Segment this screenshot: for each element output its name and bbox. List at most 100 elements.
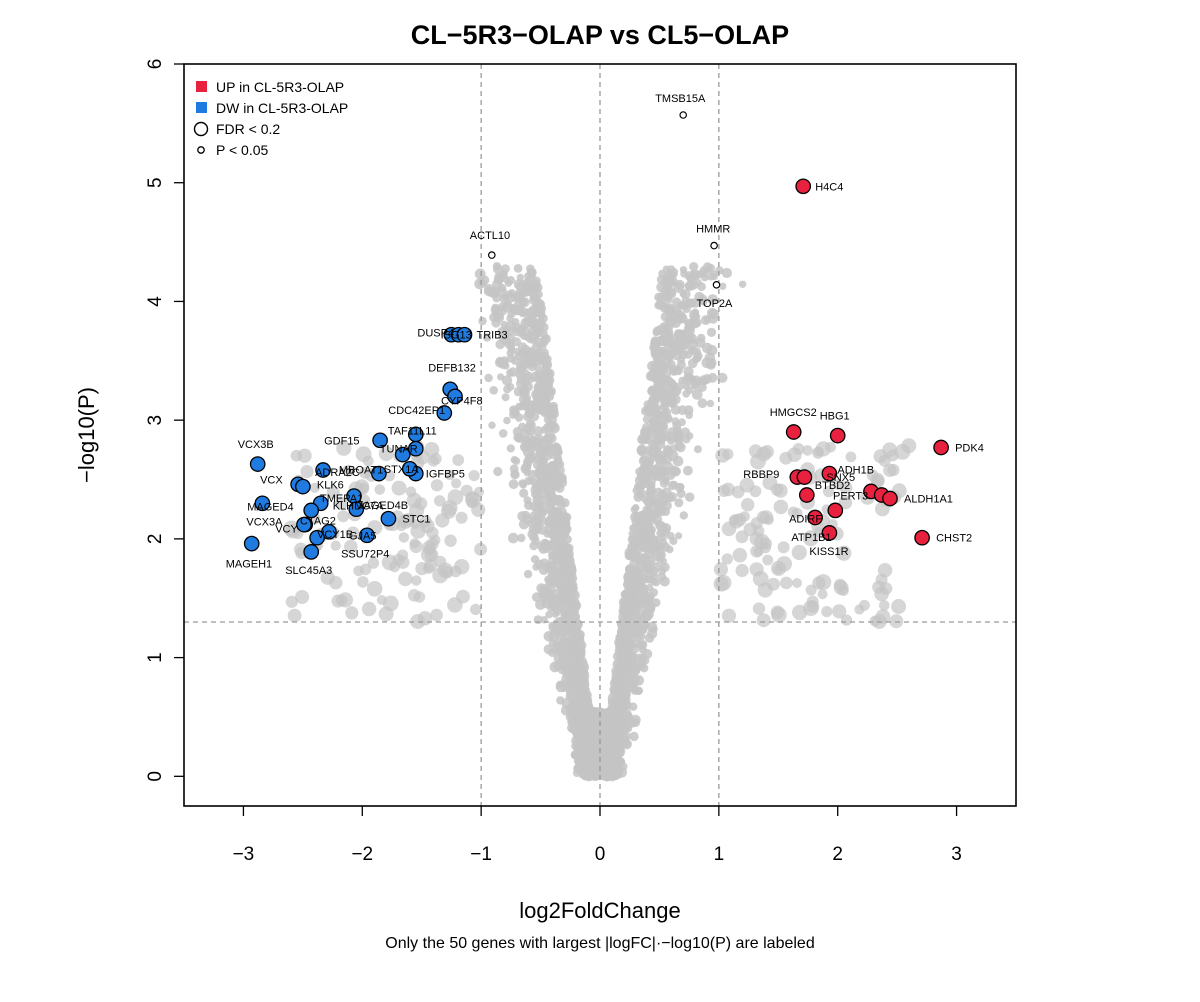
background-gene-point [430, 479, 444, 492]
background-gene-point [565, 566, 576, 577]
background-gene-point [656, 505, 667, 517]
background-gene-point [526, 433, 535, 442]
background-gene-point [679, 511, 688, 520]
background-gene-point [516, 273, 524, 282]
background-gene-point [378, 446, 394, 462]
background-gene-point [391, 480, 407, 496]
gene-point-cdc42ep1 [436, 405, 453, 421]
background-gene-point [336, 440, 352, 456]
background-gene-point [757, 582, 773, 598]
background-gene-point [673, 425, 682, 435]
gene-point-slc45a3 [303, 544, 320, 560]
background-gene-point [434, 555, 447, 568]
background-gene-point [285, 595, 298, 608]
background-gene-point [539, 588, 550, 599]
background-gene-point [649, 577, 658, 586]
gene-label-vcx3a: VCX3A [246, 516, 283, 528]
gene-label-vcx: VCX [260, 474, 283, 486]
background-gene-point [832, 604, 847, 619]
gene-label-pdk4: PDK4 [955, 443, 984, 455]
background-gene-point [638, 573, 649, 584]
gene-label-btbd2: BTBD2 [815, 480, 850, 492]
background-gene-point [452, 454, 465, 466]
background-gene-point [669, 537, 678, 546]
background-gene-point [654, 498, 664, 508]
background-gene-point [706, 327, 717, 337]
chart-caption: Only the 50 genes with largest |logFC|·−… [385, 935, 814, 952]
background-gene-point [560, 522, 570, 531]
background-gene-point [549, 661, 561, 673]
background-gene-point [780, 576, 793, 590]
background-gene-point [543, 631, 555, 642]
legend-swatch [196, 81, 207, 92]
background-gene-point [382, 595, 399, 612]
background-gene-point [675, 309, 684, 318]
background-gene-point [535, 599, 546, 610]
background-gene-point [528, 451, 538, 460]
gene-label-maged4: MAGED4 [247, 501, 293, 513]
background-gene-point [640, 427, 649, 436]
background-gene-point [609, 719, 618, 729]
gene-label-hbg1: HBG1 [820, 411, 850, 423]
background-gene-point [468, 470, 480, 482]
background-gene-point [676, 302, 685, 310]
gene-point-adra2c [315, 462, 331, 478]
background-gene-point [822, 485, 835, 498]
background-gene-point [367, 557, 380, 569]
background-gene-point [663, 376, 674, 386]
background-gene-point [717, 484, 731, 497]
background-gene-point [434, 495, 446, 507]
background-gene-point [638, 433, 648, 444]
gene-point-stx1a [401, 460, 418, 477]
gene-point-ctag2 [296, 516, 312, 533]
background-gene-point [564, 622, 574, 632]
background-gene-point [841, 614, 853, 626]
background-gene-point [838, 495, 853, 510]
background-gene-point [536, 392, 545, 401]
background-gene-point [567, 723, 577, 733]
background-gene-point [612, 693, 622, 703]
background-gene-point [683, 366, 694, 377]
background-gene-point [697, 282, 706, 292]
background-gene-point [739, 511, 750, 522]
background-gene-point [652, 561, 662, 572]
background-gene-point [361, 601, 377, 617]
background-gene-point [750, 517, 764, 530]
background-gene-point [735, 530, 749, 544]
background-gene-point [700, 315, 711, 325]
background-gene-point [629, 643, 640, 654]
background-gene-point [474, 542, 488, 556]
background-gene-point [738, 280, 747, 288]
background-gene-point [513, 264, 523, 273]
background-gene-point [883, 463, 897, 477]
background-gene-point [517, 511, 528, 522]
background-gene-point [689, 378, 701, 389]
background-gene-point [645, 601, 656, 612]
gene-label-adh1b: ADH1B [837, 465, 874, 477]
gene-point-top2a [712, 280, 721, 289]
background-gene-point [504, 325, 515, 336]
background-gene-point [673, 433, 684, 444]
background-gene-point [560, 705, 572, 716]
gene-point-gdf15 [372, 432, 388, 449]
background-gene-point [503, 416, 511, 425]
background-gene-point [398, 571, 413, 587]
background-gene-point [573, 687, 582, 697]
background-gene-point [645, 469, 654, 478]
gene-label-igfbp5: IGFBP5 [426, 469, 465, 481]
background-gene-point [523, 356, 533, 365]
y-tick-label: 4 [145, 296, 166, 307]
gene-point-mboat1 [371, 465, 387, 482]
gene-point-stc1 [380, 510, 397, 527]
gene-point-pdk4 [933, 439, 949, 456]
background-gene-point [366, 581, 383, 597]
background-gene-point [444, 469, 456, 481]
gene-label-snx5: SNX5 [826, 472, 855, 484]
background-gene-point [802, 530, 819, 547]
background-gene-point [759, 510, 774, 524]
background-gene-point [534, 320, 544, 330]
background-gene-point [492, 262, 502, 271]
background-gene-point [773, 564, 784, 575]
gene-point-vcx3b [249, 456, 266, 472]
background-gene-point [557, 570, 568, 581]
